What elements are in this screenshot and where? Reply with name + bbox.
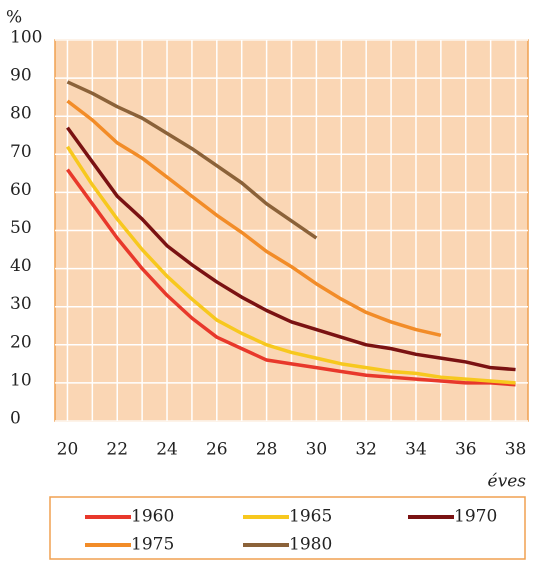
y-tick-label: 0 — [10, 409, 21, 429]
y-tick-label: 80 — [10, 104, 32, 124]
series-line — [65, 145, 516, 385]
x-tick-label: 28 — [256, 440, 278, 460]
legend-label: 1970 — [454, 507, 497, 527]
legend-label: 1975 — [131, 535, 174, 555]
x-tick-label: 20 — [57, 440, 79, 460]
y-tick-label: 20 — [10, 332, 32, 352]
y-tick-label: 90 — [10, 66, 32, 86]
x-tick-label: 22 — [106, 440, 128, 460]
y-tick-label: 50 — [10, 218, 32, 238]
lines — [65, 80, 516, 387]
x-tick-label: 38 — [505, 440, 527, 460]
series-line — [66, 99, 442, 337]
series-line — [66, 126, 516, 372]
legend-label: 1960 — [131, 507, 174, 527]
series-line — [66, 80, 318, 240]
y-tick-label: 10 — [10, 370, 32, 390]
legend — [49, 496, 526, 560]
y-tick-label: 70 — [10, 142, 32, 162]
y-tick-label: 30 — [10, 294, 32, 314]
y-tick-label: 100 — [10, 28, 42, 48]
y-tick-label: 40 — [10, 256, 32, 276]
x-tick-label: 36 — [455, 440, 477, 460]
x-tick-label: 24 — [156, 440, 178, 460]
x-tick-label: 30 — [306, 440, 328, 460]
legend-label: 1965 — [289, 507, 332, 527]
series-line — [66, 168, 516, 387]
x-tick-label: 26 — [206, 440, 228, 460]
y-tick-label: 60 — [10, 180, 32, 200]
x-axis-label: éves — [488, 472, 527, 492]
x-tick-label: 34 — [405, 440, 427, 460]
y-axis-label: % — [6, 8, 22, 28]
x-tick-label: 32 — [355, 440, 377, 460]
legend-label: 1980 — [289, 535, 332, 555]
